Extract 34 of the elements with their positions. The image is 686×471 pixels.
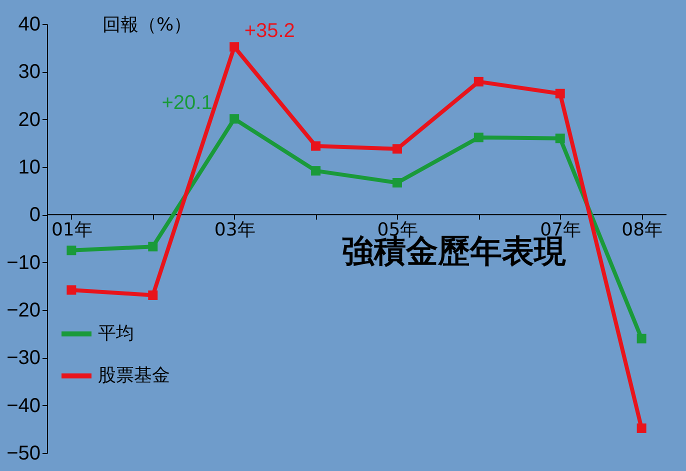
point <box>230 42 240 52</box>
y-axis-title: 回報（%） <box>102 14 192 36</box>
point <box>555 134 565 144</box>
data-label: +35.2 <box>244 20 295 42</box>
legend-label: 平均 <box>98 322 134 344</box>
point <box>474 132 484 142</box>
point <box>230 114 240 124</box>
point <box>148 290 158 300</box>
point <box>392 178 402 188</box>
point <box>311 141 321 151</box>
x-tick-label: 01年 <box>51 220 92 241</box>
y-tick-label: −20 <box>6 300 40 322</box>
data-label: +20.1 <box>162 92 212 114</box>
y-tick-label: 10 <box>18 156 40 178</box>
point <box>148 242 158 252</box>
y-tick-label: −40 <box>6 394 40 417</box>
y-tick-label: −50 <box>6 442 40 464</box>
x-tick-label: 08年 <box>622 220 663 241</box>
y-tick-label: 30 <box>18 61 40 84</box>
x-tick-label: 03年 <box>214 220 256 241</box>
point <box>311 166 321 176</box>
point <box>474 76 484 86</box>
point <box>636 334 646 344</box>
legend-label: 股票基金 <box>98 364 170 386</box>
y-tick-label: −10 <box>6 252 40 274</box>
point <box>392 144 402 154</box>
y-tick-label: 20 <box>18 108 40 131</box>
point <box>636 423 646 433</box>
point <box>66 285 76 295</box>
point <box>66 246 76 256</box>
point <box>555 88 565 98</box>
y-tick-label: 0 <box>29 204 40 226</box>
y-tick-label: −30 <box>6 347 40 370</box>
y-tick-label: 40 <box>18 14 40 36</box>
